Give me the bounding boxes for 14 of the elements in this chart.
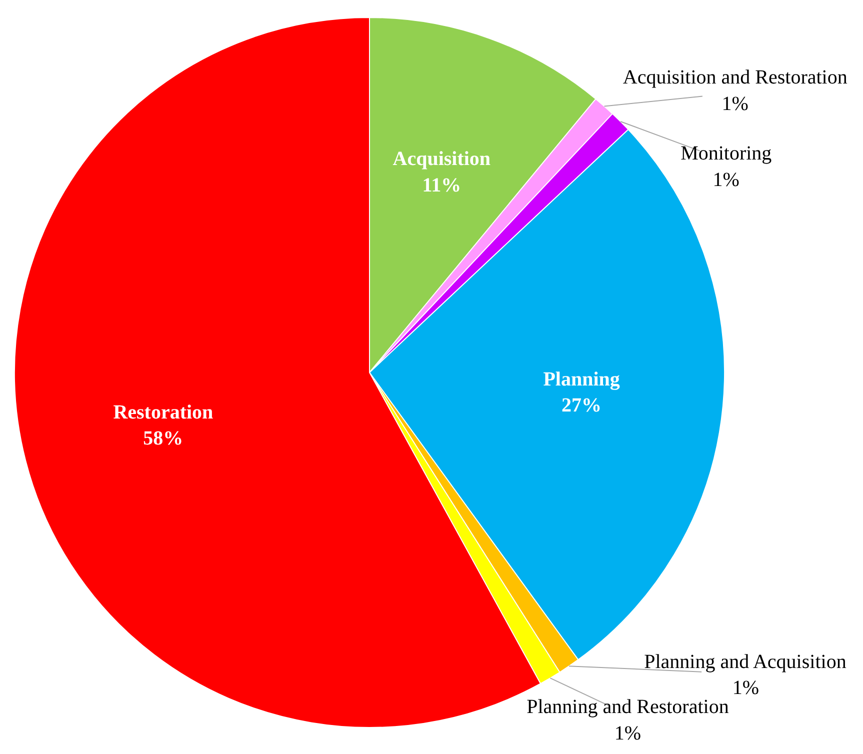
slice-label: Planning and Acquisition [644,650,846,673]
slice-label: Planning and Restoration [526,696,729,718]
slice-label: Monitoring [680,142,772,164]
slice-label: Planning [543,368,620,390]
slice-label: Restoration [113,401,214,424]
slice-label: Acquisition and Restoration [622,66,848,89]
data-label: 1% [712,168,740,191]
data-label: 1% [732,677,760,700]
data-label: 11% [422,174,462,196]
slice-label: Acquisition [392,148,491,170]
data-label: 27% [562,394,602,417]
data-label: 1% [722,93,748,116]
data-label: 1% [614,722,642,744]
data-label: 58% [143,428,184,450]
